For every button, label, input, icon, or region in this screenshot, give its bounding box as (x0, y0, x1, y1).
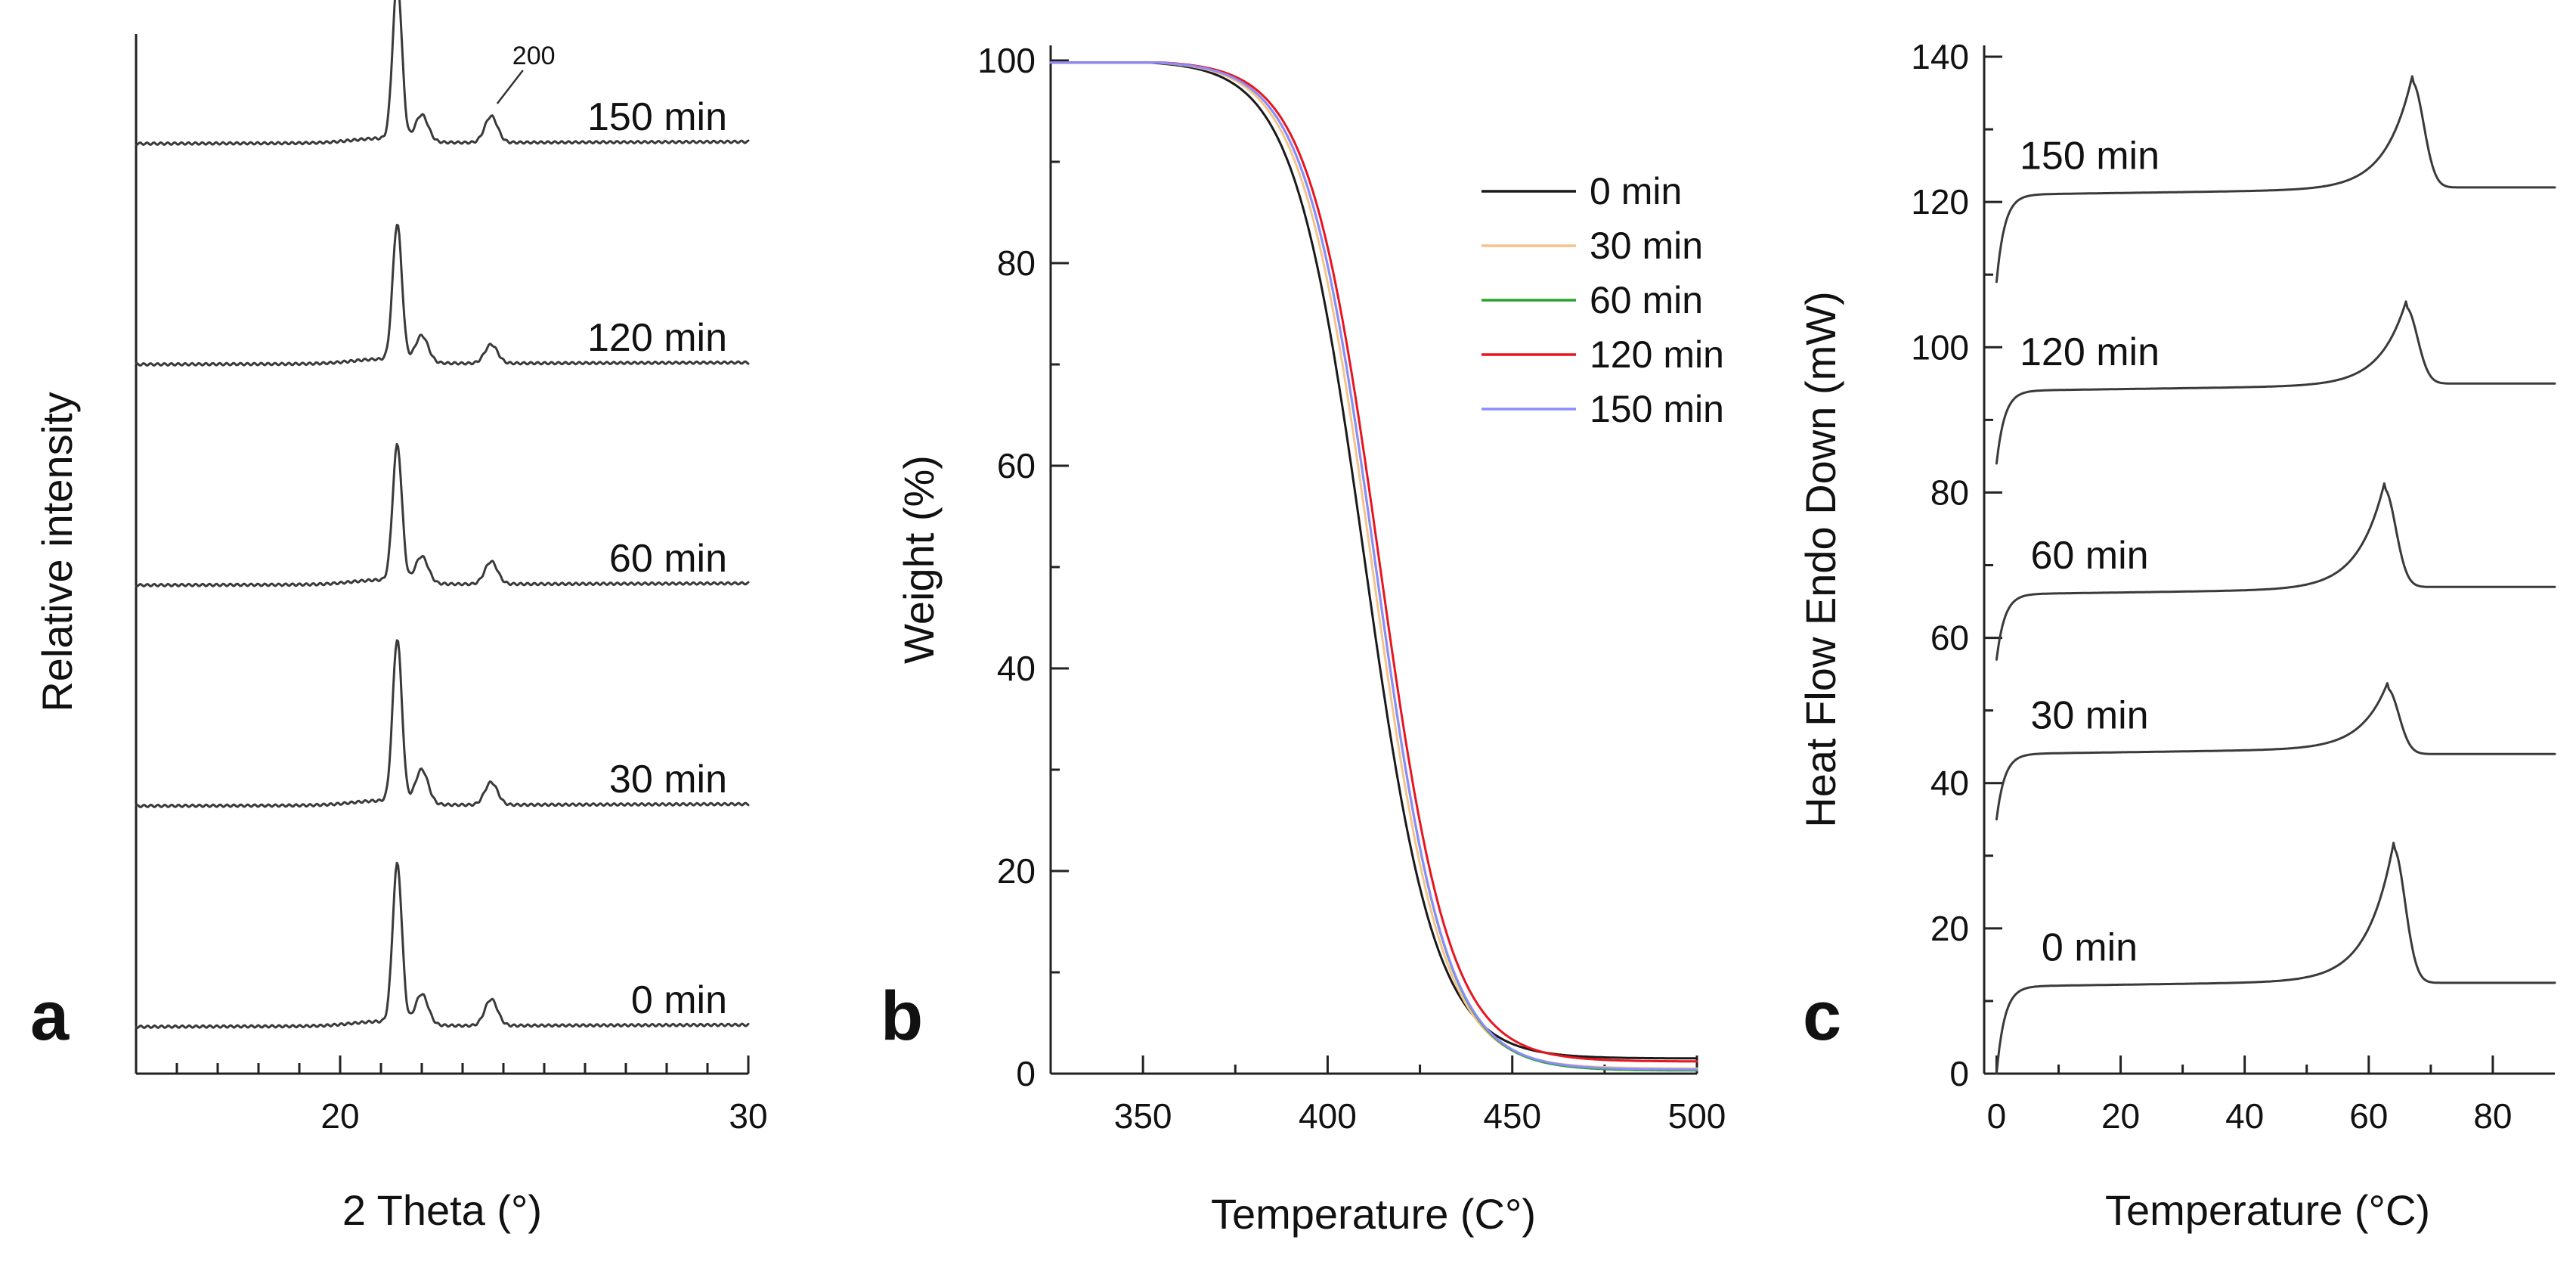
panel-a-pattern-line (135, 639, 750, 808)
panel-b-series-line (1049, 61, 1698, 1072)
panel-c-y-title: Heat Flow Endo Down (mW) (1797, 291, 1844, 828)
panel-a-curve-label: 30 min (609, 758, 727, 801)
panel-c-y-tick-label: 100 (1911, 327, 1969, 367)
panel-a-curve-label: 120 min (587, 316, 727, 360)
panel-a-curve-label: 0 min (631, 978, 727, 1022)
panel-c-heatflow-line (1995, 75, 2556, 284)
panel-c-heatflow-line (1995, 482, 2556, 661)
panel-b-series-line (1049, 61, 1698, 1071)
legend-label: 150 min (1590, 388, 1724, 430)
panel-a-pattern-line (135, 442, 750, 587)
panel-a-curve-label: 150 min (587, 95, 727, 139)
panel-c-curve-label: 120 min (2020, 330, 2160, 374)
panel-b-y-tick-label: 60 (997, 446, 1036, 485)
panel-b-x-tick-label: 450 (1483, 1096, 1541, 1136)
panel-c-curve-label: 60 min (2030, 534, 2148, 578)
panel-c-ticks: 0 20 40 60 80 0 20 40 60 80 100 120 140 (1911, 37, 2512, 1136)
panel-c-x-tick-label: 60 (2349, 1096, 2388, 1136)
panel-a-y-title: Relative intensity (33, 392, 81, 711)
panel-c-curve-label: 0 min (2042, 926, 2138, 970)
panel-c-x-tick-label: 0 (1987, 1096, 2007, 1136)
panel-c-y-tick-label: 140 (1911, 37, 1969, 76)
panel-c-x-tick-label: 80 (2473, 1096, 2512, 1136)
panel-c-x-title: Temperature (°C) (2105, 1186, 2430, 1234)
panel-c-curve-label: 150 min (2020, 135, 2160, 178)
legend-label: 30 min (1590, 225, 1703, 267)
panel-c-x-tick-label: 40 (2225, 1096, 2264, 1136)
panel-c-dsc: c 0 20 40 60 80 0 20 40 60 80 100 120 140 0 min 30 mi… (1797, 37, 2556, 1234)
panel-a-x-title: 2 Theta (°) (342, 1186, 542, 1234)
panel-b-series-line (1049, 61, 1698, 1070)
panel-c-curve-labels: 0 min 30 min 60 min 120 min 150 min (2020, 135, 2160, 970)
panel-b-x-tick-label: 350 (1114, 1096, 1172, 1136)
panel-c-x-tick-label: 20 (2101, 1096, 2140, 1136)
panel-c-y-tick-label: 60 (1930, 618, 1969, 658)
panel-letter-a: a (30, 978, 70, 1055)
panel-letter-b: b (881, 978, 923, 1055)
panel-c-y-tick-label: 20 (1930, 909, 1969, 948)
panel-a-pattern-line (135, 861, 750, 1029)
panel-b-curves (1049, 61, 1698, 1072)
legend-label: 60 min (1590, 279, 1703, 321)
legend-label: 0 min (1590, 170, 1682, 212)
panel-a-pattern-line (135, 0, 750, 146)
panel-b-y-tick-label: 0 (1016, 1054, 1036, 1093)
panel-a-x-tick-label: 30 (729, 1096, 767, 1136)
panel-c-curves (1995, 75, 2556, 1075)
panel-c-heatflow-line (1995, 682, 2556, 821)
panel-b-y-tick-label: 80 (997, 243, 1036, 283)
peak-200-leader (496, 70, 524, 104)
panel-c-y-tick-label: 120 (1911, 182, 1969, 222)
panel-c-y-tick-label: 40 (1930, 764, 1969, 803)
panel-a-pattern-line (135, 224, 750, 367)
panel-c-y-tick-label: 80 (1930, 473, 1969, 512)
panel-a-curves (135, 0, 750, 1029)
panel-c-curve-label: 30 min (2030, 693, 2148, 737)
panel-b-y-tick-label: 100 (977, 41, 1036, 80)
panel-b-y-tick-label: 20 (997, 851, 1036, 891)
panel-c-heatflow-line (1995, 842, 2556, 1075)
panel-c-y-tick-label: 0 (1949, 1054, 1969, 1093)
panel-b-ticks: 350 400 450 500 0 20 40 60 80 100 (977, 41, 1726, 1136)
panel-a-curve-labels: 0 min 30 min 60 min 120 min 150 min (587, 95, 727, 1022)
panel-b-x-tick-label: 500 (1668, 1096, 1726, 1136)
panel-b-y-title: Weight (%) (895, 455, 943, 664)
panel-a-x-ticks: 20 30 (175, 1055, 768, 1136)
panel-b-x-title: Temperature (C°) (1211, 1190, 1536, 1238)
peak-200-label: 200 (512, 42, 556, 70)
panel-a-curve-label: 60 min (609, 537, 727, 581)
legend-label: 120 min (1590, 333, 1724, 376)
panel-b-legend: 0 min 30 min 60 min 120 min 150 min (1482, 170, 1724, 430)
panel-b-x-tick-label: 400 (1299, 1096, 1357, 1136)
panel-a-x-tick-label: 20 (320, 1096, 359, 1136)
panel-b-y-tick-label: 40 (997, 649, 1036, 688)
panel-c-heatflow-line (1995, 300, 2556, 465)
panel-b-tga: b 350 400 450 500 0 20 40 60 80 100 0 min 30 min 60… (881, 41, 1726, 1238)
panel-letter-c: c (1803, 978, 1841, 1055)
